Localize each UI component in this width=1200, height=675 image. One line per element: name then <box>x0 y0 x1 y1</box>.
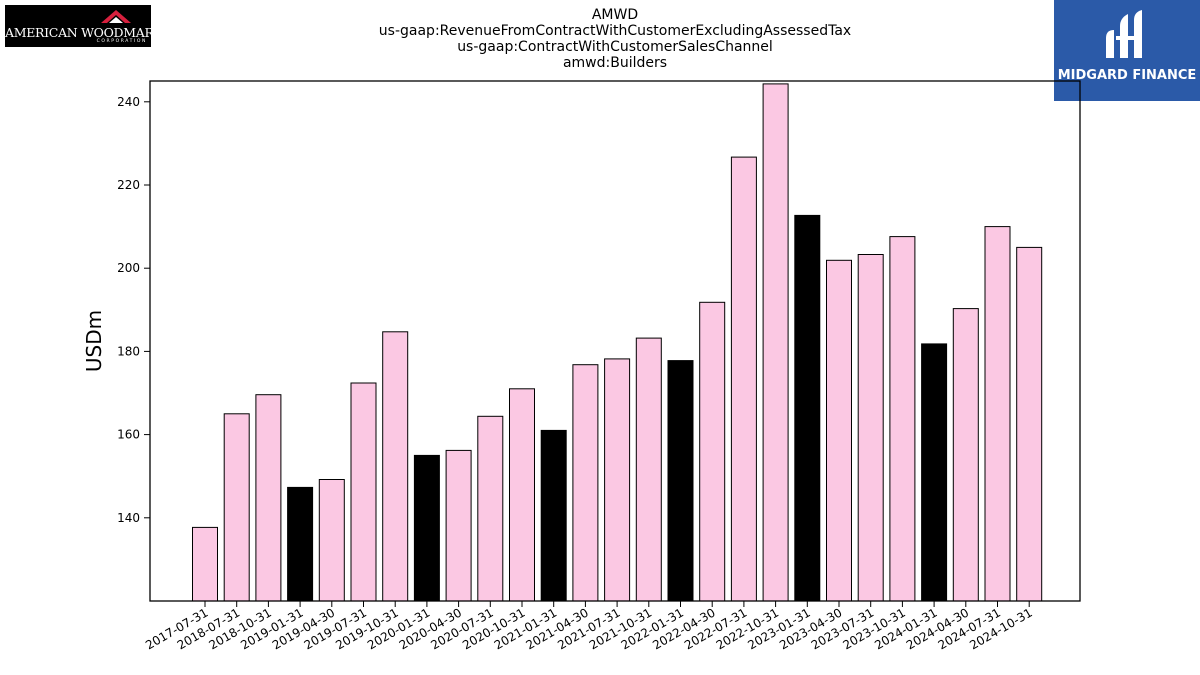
title-line-4: amwd:Builders <box>562 55 668 71</box>
bars-group <box>192 83 1043 602</box>
bar-2023-01-31 <box>794 214 821 602</box>
title-line-1: AMWD <box>591 7 639 23</box>
bar-2022-04-30 <box>699 301 726 602</box>
x-axis: 2017-07-312018-07-312018-10-312019-01-31… <box>143 601 1035 652</box>
bar-2024-01-31 <box>921 343 948 602</box>
left-logo-text: AMERICAN WOODMARK <box>5 25 163 40</box>
chart-title: AMWD us-gaap:RevenueFromContractWithCust… <box>310 7 920 71</box>
bar-2024-07-31 <box>984 226 1011 602</box>
y-tick-label: 180 <box>117 344 140 358</box>
bar-2024-04-30 <box>952 308 979 602</box>
bar-2018-10-31 <box>255 394 282 602</box>
bar-2020-01-31 <box>413 454 440 602</box>
bar-2021-01-31 <box>540 429 567 602</box>
bar-2019-10-31 <box>382 331 409 602</box>
house-roof-icon <box>101 10 131 23</box>
y-tick-label: 160 <box>117 428 140 442</box>
bar-2022-07-31 <box>730 156 757 602</box>
bar-2019-07-31 <box>350 382 377 602</box>
bar-2021-04-30 <box>572 364 599 602</box>
y-tick-label: 140 <box>117 511 140 525</box>
american-woodmark-logo: AMERICAN WOODMARK CORPORATION <box>5 5 163 47</box>
midgard-emblem-icon <box>1106 10 1142 58</box>
bar-2022-01-31 <box>667 360 694 602</box>
plot-frame <box>149 80 1081 602</box>
bar-2018-07-31 <box>223 413 250 602</box>
bar-2019-01-31 <box>287 486 314 602</box>
y-axis-label: USDm <box>82 310 106 372</box>
bar-2021-07-31 <box>604 358 631 602</box>
right-logo-text: MIDGARD FINANCE <box>1057 68 1197 83</box>
left-logo-subtext: CORPORATION <box>96 39 147 44</box>
bar-2020-10-31 <box>509 388 535 602</box>
y-axis: 140 160 180 200 220 240 <box>117 95 150 525</box>
title-line-2: us-gaap:RevenueFromContractWithCustomerE… <box>378 23 852 39</box>
bar-2023-04-30 <box>826 259 852 602</box>
y-tick-label: 220 <box>117 178 140 192</box>
midgard-finance-logo: MIDGARD FINANCE <box>1054 0 1200 101</box>
bar-2023-10-31 <box>889 236 916 602</box>
bar-2024-10-31 <box>1016 246 1043 602</box>
bar-2019-04-30 <box>318 479 345 602</box>
title-line-3: us-gaap:ContractWithCustomerSalesChannel <box>457 39 773 55</box>
y-tick-label: 200 <box>117 261 140 275</box>
bar-2021-10-31 <box>635 337 662 602</box>
bar-2020-07-31 <box>477 415 504 602</box>
y-tick-label: 240 <box>117 95 140 109</box>
bar-2017-07-31 <box>192 526 218 602</box>
bar-2020-04-30 <box>445 449 472 602</box>
bar-2023-07-31 <box>857 254 884 602</box>
bar-2022-10-31 <box>762 83 789 602</box>
